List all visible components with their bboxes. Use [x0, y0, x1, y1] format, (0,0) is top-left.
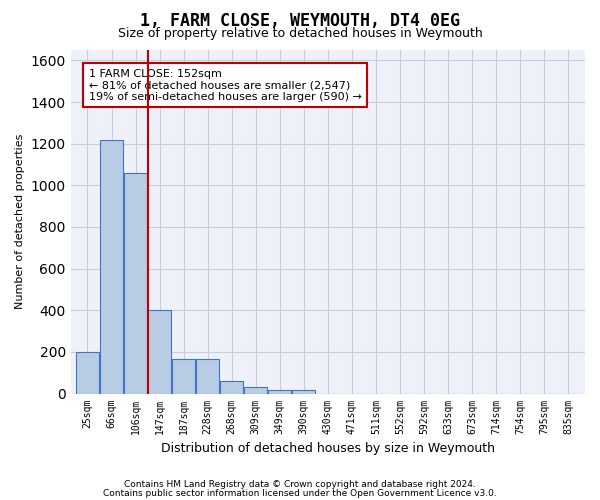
Bar — [244, 388, 267, 394]
Text: 1 FARM CLOSE: 152sqm
← 81% of detached houses are smaller (2,547)
19% of semi-de: 1 FARM CLOSE: 152sqm ← 81% of detached h… — [89, 68, 362, 102]
Text: Contains public sector information licensed under the Open Government Licence v3: Contains public sector information licen… — [103, 488, 497, 498]
Text: 1, FARM CLOSE, WEYMOUTH, DT4 0EG: 1, FARM CLOSE, WEYMOUTH, DT4 0EG — [140, 12, 460, 30]
Y-axis label: Number of detached properties: Number of detached properties — [15, 134, 25, 310]
Bar — [100, 140, 123, 394]
Bar — [148, 310, 171, 394]
Bar — [172, 359, 195, 394]
Text: Size of property relative to detached houses in Weymouth: Size of property relative to detached ho… — [118, 28, 482, 40]
Bar — [220, 381, 243, 394]
Bar — [292, 390, 315, 394]
Bar — [196, 359, 219, 394]
Bar — [76, 352, 99, 394]
Bar — [124, 173, 147, 394]
Text: Contains HM Land Registry data © Crown copyright and database right 2024.: Contains HM Land Registry data © Crown c… — [124, 480, 476, 489]
Bar — [268, 390, 291, 394]
X-axis label: Distribution of detached houses by size in Weymouth: Distribution of detached houses by size … — [161, 442, 495, 455]
